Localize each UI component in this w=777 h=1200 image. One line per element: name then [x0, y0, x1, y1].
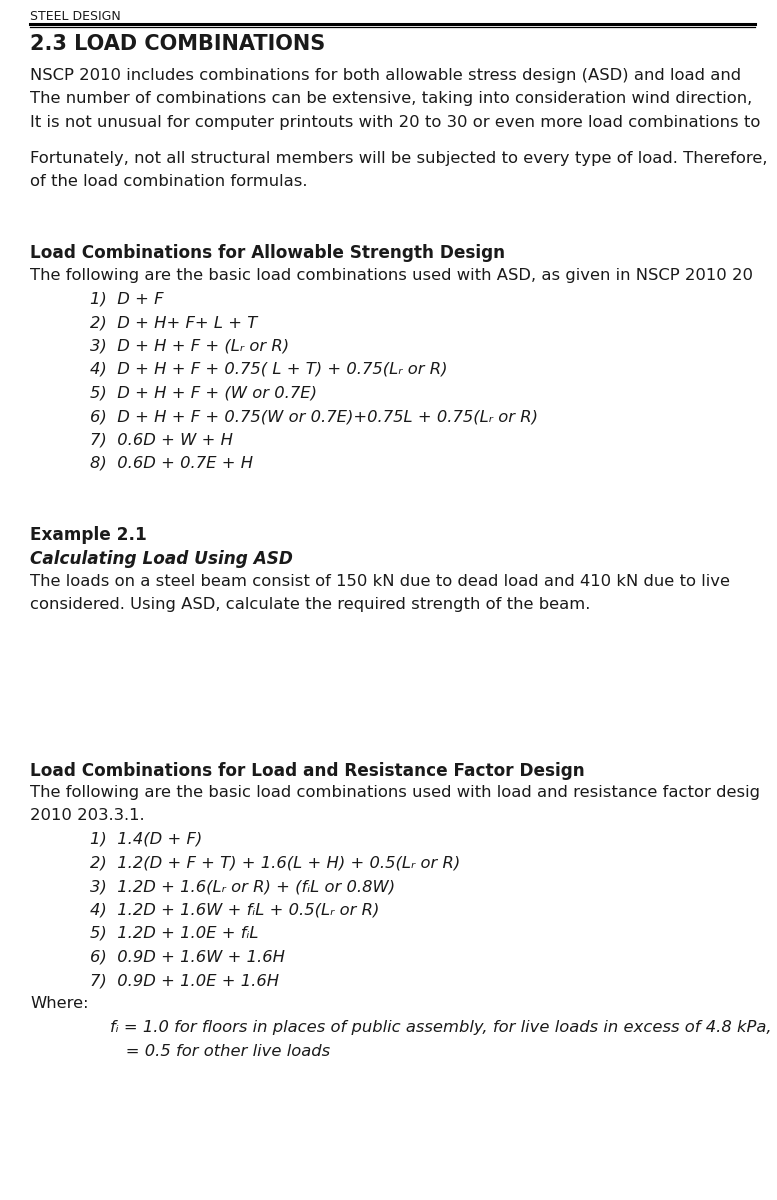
Text: 5)  D + H + F + (W or 0.7E): 5) D + H + F + (W or 0.7E) — [90, 385, 317, 401]
Text: 2)  D + H+ F+ L + T: 2) D + H+ F+ L + T — [90, 314, 257, 330]
Text: 7)  0.9D + 1.0E + 1.6H: 7) 0.9D + 1.0E + 1.6H — [90, 973, 279, 988]
Text: 5)  1.2D + 1.0E + fᵢL: 5) 1.2D + 1.0E + fᵢL — [90, 926, 259, 941]
Text: The following are the basic load combinations used with ASD, as given in NSCP 20: The following are the basic load combina… — [30, 268, 753, 283]
Text: 3)  D + H + F + (Lᵣ or R): 3) D + H + F + (Lᵣ or R) — [90, 338, 289, 354]
Text: Load Combinations for Load and Resistance Factor Design: Load Combinations for Load and Resistanc… — [30, 762, 585, 780]
Text: 6)  0.9D + 1.6W + 1.6H: 6) 0.9D + 1.6W + 1.6H — [90, 949, 285, 965]
Text: 1)  1.4(D + F): 1) 1.4(D + F) — [90, 832, 202, 847]
Text: 7)  0.6D + W + H: 7) 0.6D + W + H — [90, 432, 233, 448]
Text: 1)  D + F: 1) D + F — [90, 292, 163, 306]
Text: of the load combination formulas.: of the load combination formulas. — [30, 174, 308, 188]
Text: 8)  0.6D + 0.7E + H: 8) 0.6D + 0.7E + H — [90, 456, 253, 470]
Text: The loads on a steel beam consist of 150 kN due to dead load and 410 kN due to l: The loads on a steel beam consist of 150… — [30, 574, 730, 588]
Text: Where:: Where: — [30, 996, 89, 1012]
Text: 2010 203.3.1.: 2010 203.3.1. — [30, 809, 145, 823]
Text: considered. Using ASD, calculate the required strength of the beam.: considered. Using ASD, calculate the req… — [30, 596, 591, 612]
Text: Fortunately, not all structural members will be subjected to every type of load.: Fortunately, not all structural members … — [30, 150, 768, 166]
Text: fᵢ = 1.0 for floors in places of public assembly, for live loads in excess of 4.: fᵢ = 1.0 for floors in places of public … — [110, 1020, 772, 1034]
Text: The following are the basic load combinations used with load and resistance fact: The following are the basic load combina… — [30, 785, 763, 800]
Text: 2.3 LOAD COMBINATIONS: 2.3 LOAD COMBINATIONS — [30, 34, 326, 54]
Text: Load Combinations for Allowable Strength Design: Load Combinations for Allowable Strength… — [30, 245, 505, 263]
Text: The number of combinations can be extensive, taking into consideration wind dire: The number of combinations can be extens… — [30, 91, 755, 107]
Text: 3)  1.2D + 1.6(Lᵣ or R) + (fᵢL or 0.8W): 3) 1.2D + 1.6(Lᵣ or R) + (fᵢL or 0.8W) — [90, 878, 395, 894]
Text: It is not unusual for computer printouts with 20 to 30 or even more load combina: It is not unusual for computer printouts… — [30, 115, 764, 130]
Text: NSCP 2010 includes combinations for both allowable stress design (ASD) and load : NSCP 2010 includes combinations for both… — [30, 68, 741, 83]
Text: Example 2.1: Example 2.1 — [30, 527, 147, 545]
Text: 4)  1.2D + 1.6W + fᵢL + 0.5(Lᵣ or R): 4) 1.2D + 1.6W + fᵢL + 0.5(Lᵣ or R) — [90, 902, 379, 918]
Text: Calculating Load Using ASD: Calculating Load Using ASD — [30, 550, 293, 568]
Text: 4)  D + H + F + 0.75( L + T) + 0.75(Lᵣ or R): 4) D + H + F + 0.75( L + T) + 0.75(Lᵣ or… — [90, 362, 448, 377]
Text: STEEL DESIGN: STEEL DESIGN — [30, 10, 120, 23]
Text: = 0.5 for other live loads: = 0.5 for other live loads — [110, 1044, 330, 1058]
Text: 2)  1.2(D + F + T) + 1.6(L + H) + 0.5(Lᵣ or R): 2) 1.2(D + F + T) + 1.6(L + H) + 0.5(Lᵣ … — [90, 856, 460, 870]
Text: 6)  D + H + F + 0.75(W or 0.7E)+0.75L + 0.75(Lᵣ or R): 6) D + H + F + 0.75(W or 0.7E)+0.75L + 0… — [90, 409, 538, 424]
